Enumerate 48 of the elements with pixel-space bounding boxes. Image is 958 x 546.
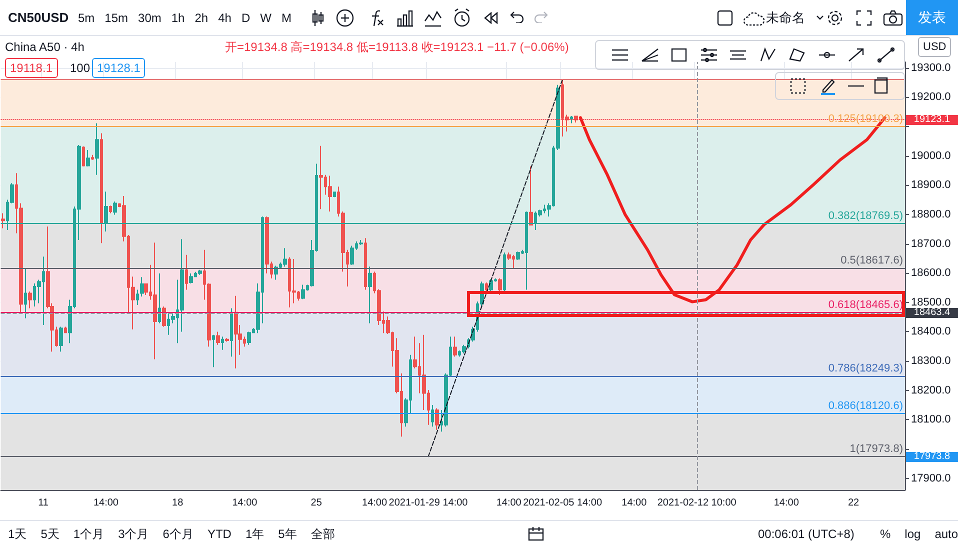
y-tick-label: 19000.0 [911,150,951,162]
text: 发表 [906,0,958,35]
x-tick-label: 18 [172,498,184,508]
text: 19123.1 [906,114,958,125]
ref-line-label: 0.786(18249.3) [828,362,903,374]
text: 18463.4 [906,307,958,318]
x-tick-label: 2021-02-12 10:00 [657,498,737,508]
x-tick-label: 14:00 [232,498,258,508]
x-tick-label: 14:00 [622,498,648,508]
ref-line-label: 0.618(18465.6) [828,298,903,311]
y-tick-label: 18600.0 [911,267,951,280]
ref-line-label: 0.382(18769.5) [828,210,903,222]
x-tick-label: 22 [848,498,860,508]
y-tick-label: 18900.0 [911,179,951,192]
text: % log auto [880,527,958,541]
x-tick-label: 2021-01-29 14:00 [388,498,468,508]
y-tick-label: 18300.0 [911,355,951,368]
annotation: 100 [70,60,90,76]
text: USD [918,37,952,57]
text: 开=19134.8 高=19134.8 低=19113.8 收=19123.1 −11.7 (−0.06%) [225,39,569,55]
text: China A50 · 4h [5,39,84,55]
ref-line-label: 0.5(18617.6) [840,254,903,266]
ref-line-label: 1(17973.8) [850,443,903,456]
text: 17973.8 [906,451,958,462]
y-tick-label: 18100.0 [911,414,951,426]
y-tick-label: 18500.0 [911,296,951,308]
y-tick-label: 18700.0 [911,238,951,250]
x-tick-label: 14:00 [774,498,800,508]
x-tick-label: 2021-02-05 14:00 [523,498,602,508]
x-tick-label: 14:00 [496,498,522,508]
text: 未命名 [766,10,805,26]
y-tick-label: 18200.0 [911,384,951,396]
chart-title: CN50USD [8,10,69,26]
annotation: 19128.1 [92,58,146,78]
y-tick-label: 19200.0 [911,91,951,104]
x-tick-label: 14:00 [93,498,119,508]
y-tick-label: 17900.0 [911,472,951,484]
text: 1天 5天 1个月 3个月 6个月 YTD 1年 5年 全部 [8,527,335,541]
x-tick-label: 25 [310,498,322,508]
x-tick-label: 11 [38,498,49,508]
text: 5m 15m 30m 1h 2h 4h D W M [78,11,292,25]
y-tick-label: 18800.0 [911,208,951,220]
annotation: 19118.1 [5,58,58,78]
ref-line-label: 0.886(18120.6) [828,400,903,412]
text: 00:06:01 (UTC+8) [758,526,854,542]
y-tick-label: 19300.0 [911,62,951,74]
y-tick-label: 18400.0 [911,326,951,338]
x-tick-label: 14:00 [362,498,388,508]
